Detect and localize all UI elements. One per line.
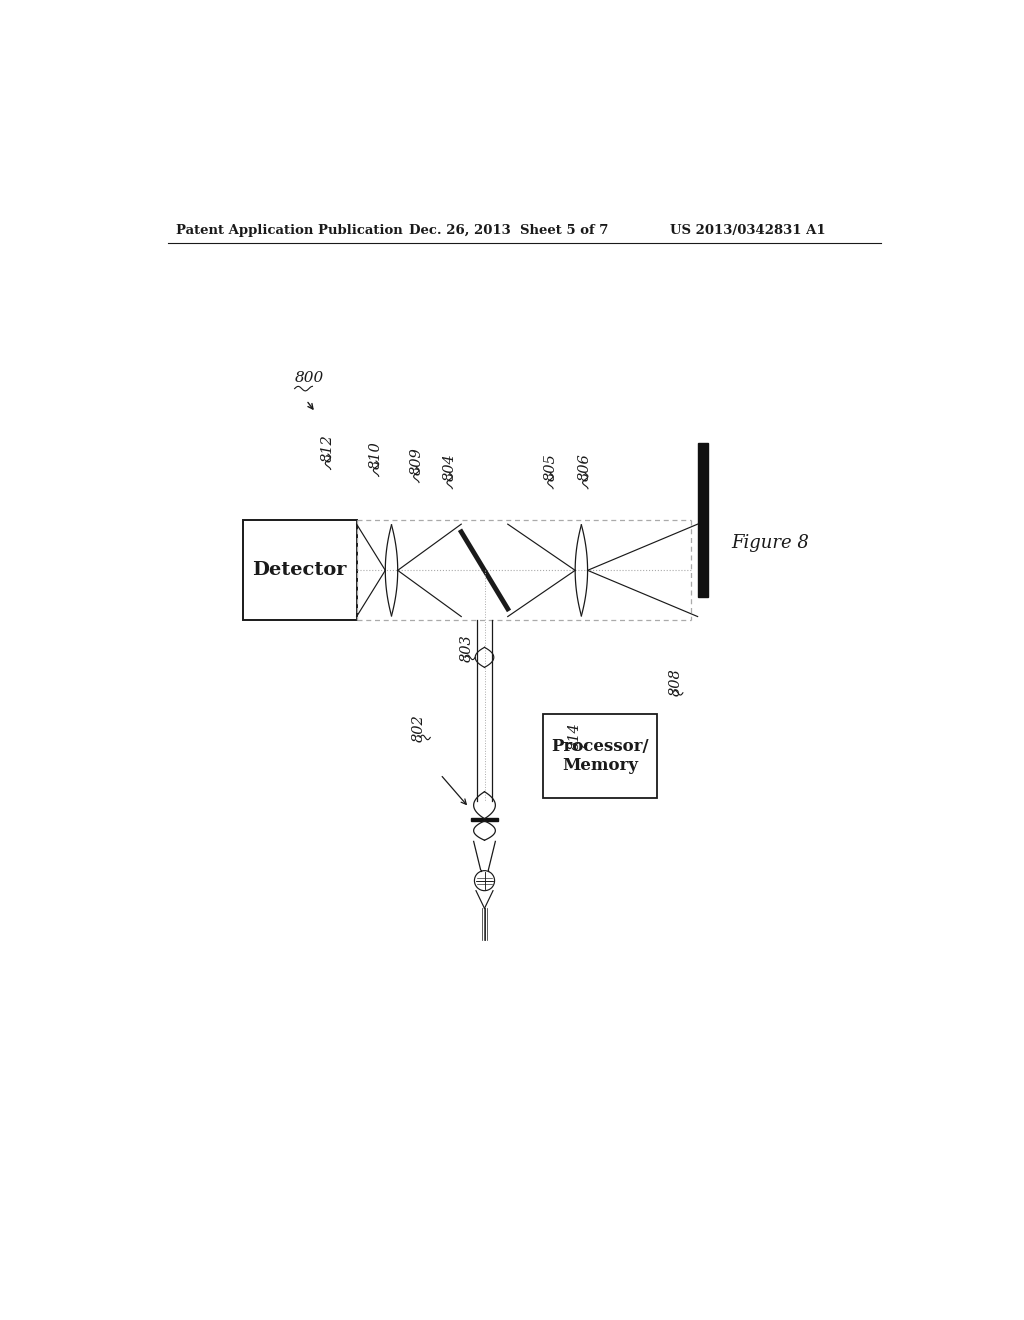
Text: 800: 800 [295,371,324,385]
Text: US 2013/0342831 A1: US 2013/0342831 A1 [671,223,826,236]
Bar [243,520,356,620]
Text: 810: 810 [369,441,383,469]
Bar [543,714,657,797]
Text: 814: 814 [568,722,583,750]
Text: 803: 803 [460,634,474,663]
Text: 809: 809 [410,447,423,475]
Text: Dec. 26, 2013  Sheet 5 of 7: Dec. 26, 2013 Sheet 5 of 7 [409,223,608,236]
Text: Figure 8: Figure 8 [731,535,809,552]
Text: 812: 812 [321,434,335,462]
Text: 802: 802 [412,714,426,742]
Bar [698,444,709,598]
Text: Processor/
Memory: Processor/ Memory [551,738,649,775]
Text: 808: 808 [669,668,683,696]
Text: Detector: Detector [252,561,347,579]
Text: Patent Application Publication: Patent Application Publication [176,223,402,236]
Text: 806: 806 [579,453,592,480]
Bar [471,817,498,821]
Text: 805: 805 [544,453,557,480]
Text: 804: 804 [442,453,457,480]
